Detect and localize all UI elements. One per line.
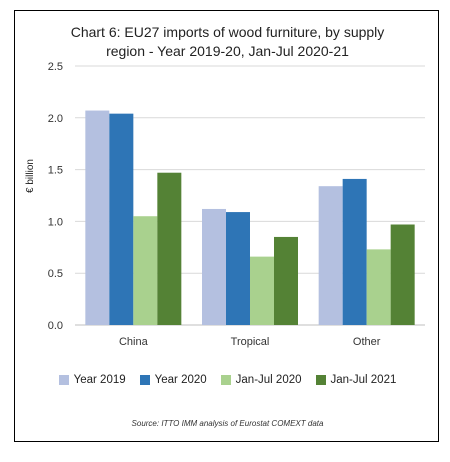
legend: Year 2019 Year 2020 Jan-Jul 2020 Jan-Jul 20… <box>15 374 440 386</box>
bar <box>109 113 134 325</box>
bar-chart: 0.0 0.5 1.0 1.5 2.0 2.5 China Tropical Other <box>48 61 425 348</box>
legend-swatch <box>315 375 326 385</box>
legend-entry: Jan-Jul 2020 <box>220 374 302 386</box>
bar <box>274 236 298 325</box>
bar <box>133 216 158 325</box>
bar <box>250 256 274 325</box>
bar <box>85 110 110 325</box>
y-tick-label: 1.0 <box>48 216 63 228</box>
y-axis-label: € billion <box>25 159 36 193</box>
legend-label: Jan-Jul 2021 <box>330 374 397 386</box>
legend-entry: Year 2019 <box>58 374 126 386</box>
y-tick-label: 1.5 <box>48 165 63 177</box>
chart-frame: Chart 6: EU27 imports of wood furniture,… <box>14 10 439 442</box>
x-tick-label: Tropical <box>231 336 270 348</box>
chart-title-line-2: region - Year 2019-20, Jan-Jul 2020-21 <box>106 43 349 59</box>
legend-swatch <box>58 375 69 385</box>
y-tick-label: 2.0 <box>48 113 63 125</box>
legend-label: Year 2020 <box>154 374 207 386</box>
y-tick-label: 0.5 <box>48 268 63 280</box>
bar <box>318 186 343 325</box>
bar <box>390 224 415 325</box>
chart-title-line-1: Chart 6: EU27 imports of wood furniture,… <box>70 24 385 40</box>
source-note: Source: ITTO IMM analysis of Eurostat CO… <box>131 419 324 428</box>
x-tick-label: China <box>119 336 149 348</box>
legend-swatch <box>139 375 150 385</box>
bar <box>157 172 182 325</box>
legend-label: Year 2019 <box>73 374 126 386</box>
y-tick-label: 2.5 <box>48 61 63 73</box>
legend-label: Jan-Jul 2020 <box>235 374 302 386</box>
bar <box>226 212 250 325</box>
bar <box>366 249 391 325</box>
legend-swatch <box>220 375 231 385</box>
y-tick-label: 0.0 <box>48 320 63 332</box>
bar <box>342 178 367 325</box>
chart-title: Chart 6: EU27 imports of wood furniture,… <box>15 23 440 61</box>
legend-entry: Jan-Jul 2021 <box>315 374 397 386</box>
bar <box>202 208 226 325</box>
legend-entry: Year 2020 <box>139 374 207 386</box>
x-tick-label: Other <box>353 336 381 348</box>
